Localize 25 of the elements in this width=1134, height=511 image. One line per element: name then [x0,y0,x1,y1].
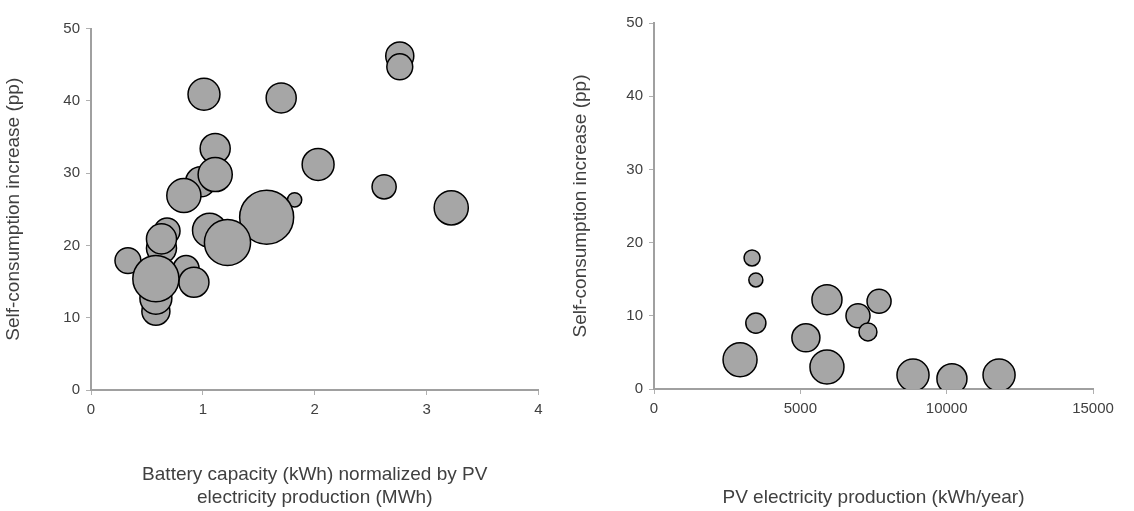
y-tick-label: 20 [63,235,80,253]
x-tick-label: 15000 [1072,399,1114,417]
x-tick-label: 2 [310,400,319,418]
x-tick-label: 0 [649,399,659,417]
y-tick-label: 20 [626,232,643,250]
y-axis-title: Self-consumption increase (pp) [1,77,23,341]
x-tick-label: 3 [422,400,431,418]
y-tick-label: 0 [71,380,80,398]
x-tick-label: 0 [86,400,96,418]
y-tick-label: 30 [63,163,80,181]
x-axis-title: PV electricity production (kWh/year) [722,485,1025,507]
y-tick-label: 50 [626,13,643,31]
x-tick-label: 5000 [783,399,818,417]
y-tick-label: 10 [626,305,643,323]
y-tick-label: 40 [63,90,80,108]
y-tick-label: 30 [626,159,643,177]
y-axis-title: Self-consumption increase (pp) [568,74,590,338]
x-tick-label: 10000 [925,399,968,417]
y-tick-label: 40 [626,86,643,104]
y-tick-label: 0 [634,379,643,397]
x-tick-label: 4 [534,400,543,418]
x-tick-label: 1 [198,400,208,418]
y-tick-label: 50 [63,18,80,36]
y-tick-label: 10 [63,307,80,325]
x-axis-title: Battery capacity (kWh) normalized by PV electricity production (MWh) [142,463,488,507]
